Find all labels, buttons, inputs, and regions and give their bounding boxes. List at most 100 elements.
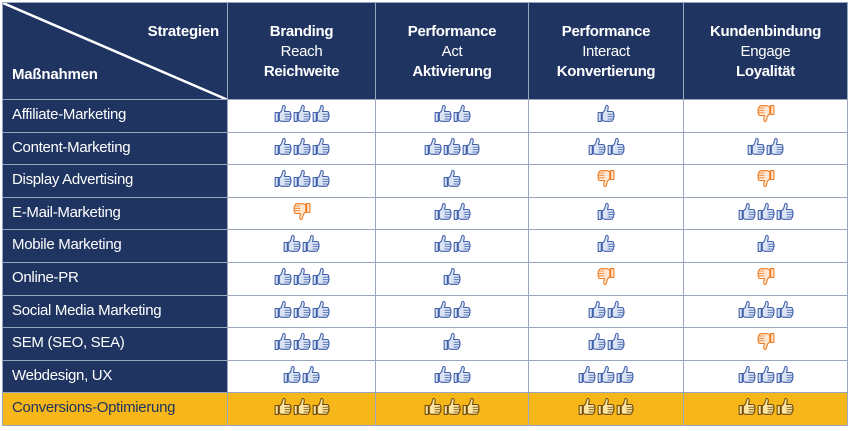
thumbs-up-icon [274, 137, 292, 155]
table-row: Social Media Marketing [2, 294, 848, 329]
rating-icons [274, 169, 330, 189]
rating-icons [578, 397, 634, 417]
thumbs-up-icon [776, 300, 794, 318]
rating-cell-kundenbindung [683, 294, 848, 329]
column-header-goal: Reichweite [263, 63, 340, 80]
rating-cell-branding [227, 327, 376, 361]
rating-cell-kundenbindung [683, 359, 848, 394]
thumbs-down-icon [756, 170, 774, 188]
thumbs-up-icon [453, 365, 471, 383]
thumbs-down-icon [597, 268, 615, 286]
thumbs-up-icon [274, 300, 292, 318]
rating-icons [588, 136, 625, 156]
thumbs-up-icon [293, 333, 311, 351]
thumbs-down-icon [597, 170, 615, 188]
column-header-performance-act: Performance Act Aktivierung [375, 2, 529, 100]
table-row: SEM (SEO, SEA) [2, 327, 848, 361]
rating-cell-performance-interact [528, 294, 684, 329]
rating-icons [434, 201, 471, 221]
thumbs-down-icon [756, 105, 774, 123]
thumbs-up-icon [434, 365, 452, 383]
rating-cell-performance-act [375, 392, 529, 426]
rating-icons [443, 332, 461, 352]
row-label: Mobile Marketing [2, 229, 228, 263]
rating-icons [597, 169, 615, 189]
thumbs-up-icon [312, 300, 330, 318]
rating-cell-branding [227, 359, 376, 394]
thumbs-up-icon [616, 365, 634, 383]
rating-cell-performance-interact [528, 392, 684, 426]
thumbs-up-icon [293, 170, 311, 188]
rating-cell-performance-interact [528, 327, 684, 361]
rating-icons [274, 299, 330, 319]
thumbs-up-icon [434, 235, 452, 253]
thumbs-up-icon [757, 202, 775, 220]
rating-icons [274, 332, 330, 352]
thumbs-up-icon [578, 365, 596, 383]
rating-icons [597, 104, 615, 124]
table-row: Affiliate-Marketing [2, 99, 848, 133]
thumbs-down-icon [756, 333, 774, 351]
rating-icons [434, 234, 471, 254]
thumbs-up-icon [293, 104, 311, 123]
thumbs-up-icon [312, 170, 330, 188]
thumbs-up-icon [747, 137, 765, 155]
column-header-performance-interact: Performance Interact Konvertierung [528, 2, 684, 100]
strategies-label: Strategien [147, 23, 220, 40]
rating-icons [283, 364, 320, 384]
rating-icons [434, 364, 471, 384]
table-row: Conversions-Optimierung [2, 392, 848, 426]
rating-cell-branding [227, 164, 376, 198]
rating-cell-kundenbindung [683, 392, 848, 426]
rating-icons [424, 397, 480, 417]
rating-icons [443, 267, 461, 287]
rating-icons [274, 267, 330, 287]
rating-cell-performance-act [375, 327, 529, 361]
thumbs-up-icon [597, 202, 615, 220]
rating-cell-performance-interact [528, 229, 684, 263]
rating-icons [283, 234, 320, 254]
rating-cell-performance-act [375, 164, 529, 198]
thumbs-up-icon [766, 137, 784, 155]
table-row: Content-Marketing [2, 131, 848, 166]
thumbs-up-icon [597, 398, 615, 416]
rating-icons [578, 364, 634, 384]
thumbs-up-icon [293, 398, 311, 416]
thumbs-up-icon [434, 104, 452, 123]
thumbs-up-icon [312, 333, 330, 351]
thumbs-up-icon [738, 300, 756, 318]
rating-icons [756, 169, 775, 189]
rating-icons [274, 104, 330, 124]
rating-cell-kundenbindung [683, 229, 848, 263]
row-label: Social Media Marketing [2, 294, 228, 329]
rating-icons [756, 332, 775, 352]
rating-cell-performance-act [375, 294, 529, 329]
rating-cell-kundenbindung [683, 327, 848, 361]
row-label: Online-PR [2, 261, 228, 296]
rating-cell-performance-interact [528, 164, 684, 198]
rating-cell-branding [227, 294, 376, 329]
row-label: Webdesign, UX [2, 359, 228, 394]
thumbs-up-icon [738, 398, 756, 416]
rating-cell-kundenbindung [683, 131, 848, 166]
rating-cell-branding [227, 196, 376, 231]
corner-header-cell: Strategien Maßnahmen [2, 2, 228, 100]
rating-icons [443, 169, 461, 189]
thumbs-up-icon [757, 365, 775, 383]
thumbs-up-icon [616, 398, 634, 416]
thumbs-up-icon [293, 300, 311, 318]
thumbs-up-icon [462, 137, 480, 155]
thumbs-up-icon [597, 104, 615, 123]
thumbs-up-icon [443, 333, 461, 351]
thumbs-up-icon [597, 235, 615, 253]
thumbs-up-icon [302, 365, 320, 383]
thumbs-up-icon [453, 300, 471, 318]
column-header-kundenbindung: Kundenbindung Engage Loyalität [683, 2, 848, 100]
rating-cell-performance-act [375, 131, 529, 166]
rating-icons [747, 136, 784, 156]
rating-cell-kundenbindung [683, 261, 848, 296]
rating-cell-performance-interact [528, 131, 684, 166]
rating-icons [274, 136, 330, 156]
thumbs-up-icon [434, 300, 452, 318]
column-header-goal: Loyalität [736, 63, 795, 80]
